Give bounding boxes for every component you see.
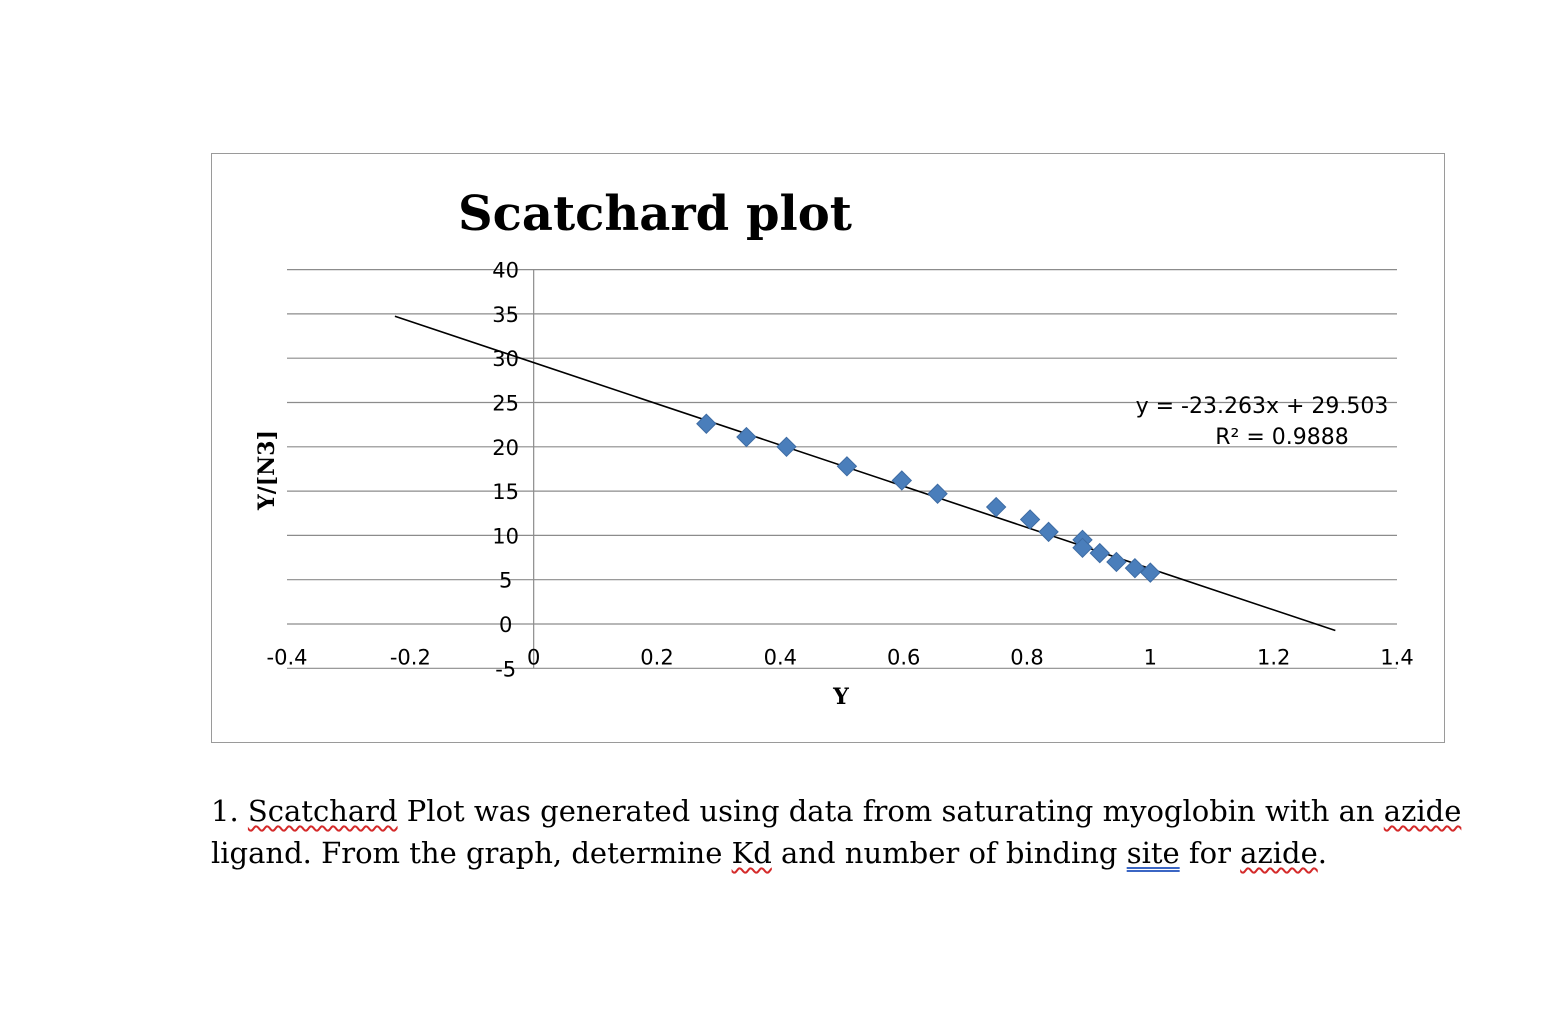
data-points <box>696 413 1161 583</box>
question-fragment: . <box>1317 836 1327 870</box>
chart-title: Scatchard plot <box>458 186 852 242</box>
scatter-chart: -0.4 -0.2 0 0.2 0.4 0.6 0.8 1 1.2 1.4 -5 0 5 10 15 20 25… <box>254 186 1414 710</box>
question-text: 1. Scatchard Plot was generated using da… <box>211 790 1471 874</box>
data-point <box>891 470 913 491</box>
y-tick-label: 25 <box>492 392 519 416</box>
x-tick-label: 1.4 <box>1380 645 1413 669</box>
data-point <box>1038 521 1059 543</box>
x-tick-label: -0.4 <box>267 645 308 669</box>
y-tick-label: 5 <box>499 569 512 593</box>
x-tick-label: 1.2 <box>1257 645 1290 669</box>
axes <box>287 269 1397 669</box>
x-tick-label: 0.4 <box>764 645 797 669</box>
trendline-r-squared: R² = 0.9888 <box>1215 425 1349 450</box>
y-tick-label: 40 <box>492 259 519 283</box>
y-tick-label: 10 <box>492 524 519 548</box>
chart-frame: -0.4 -0.2 0 0.2 0.4 0.6 0.8 1 1.2 1.4 -5 0 5 10 15 20 25… <box>211 153 1445 743</box>
data-point <box>776 436 797 458</box>
data-point <box>696 413 717 434</box>
question-body: Scatchard Plot was generated using data … <box>211 794 1461 870</box>
tick-labels: -0.4 -0.2 0 0.2 0.4 0.6 0.8 1 1.2 1.4 -5 0 5 10 15 20 25… <box>267 259 1414 682</box>
data-point <box>927 483 948 504</box>
trendline-line <box>394 315 1336 632</box>
question-fragment: ligand. From the graph, determine <box>211 836 732 870</box>
x-tick-label: 0 <box>527 645 540 669</box>
y-axis-title: Y/[N3] <box>254 430 280 511</box>
x-tick-label: -0.2 <box>390 645 431 669</box>
flagged-word: Scatchard <box>247 794 398 828</box>
gridlines <box>287 268 1397 625</box>
y-tick-label: 35 <box>492 303 519 327</box>
flagged-word: azide <box>1383 794 1462 828</box>
flagged-word: azide <box>1240 836 1318 870</box>
flagged-word: Kd <box>731 836 772 870</box>
y-tick-label: 30 <box>492 347 519 371</box>
flagged-word: site <box>1126 836 1180 870</box>
data-point <box>836 456 858 477</box>
question-fragment: for <box>1179 836 1241 870</box>
data-point <box>1124 557 1146 579</box>
x-tick-label: 0.6 <box>887 645 920 669</box>
question-number: 1. <box>211 794 239 828</box>
data-point <box>985 496 1007 518</box>
x-tick-label: 0.8 <box>1010 645 1043 669</box>
x-tick-label: 1 <box>1144 645 1157 669</box>
x-axis-title: Y <box>832 684 849 710</box>
question-fragment: and number of binding <box>771 836 1127 870</box>
data-point <box>736 426 757 448</box>
y-tick-label: -5 <box>495 657 516 681</box>
trendline-equation: y = -23.263x + 29.503 <box>1136 394 1389 419</box>
data-point <box>1140 562 1161 583</box>
data-point <box>1106 551 1127 573</box>
y-tick-label: 0 <box>499 613 512 637</box>
x-tick-label: 0.2 <box>640 645 673 669</box>
data-point <box>1089 542 1110 564</box>
y-tick-label: 20 <box>492 436 519 460</box>
y-tick-label: 15 <box>492 480 519 504</box>
question-fragment: Plot was generated using data from satur… <box>397 794 1384 828</box>
data-point <box>1019 509 1041 530</box>
trendline <box>394 315 1336 632</box>
data-point <box>1072 537 1093 559</box>
